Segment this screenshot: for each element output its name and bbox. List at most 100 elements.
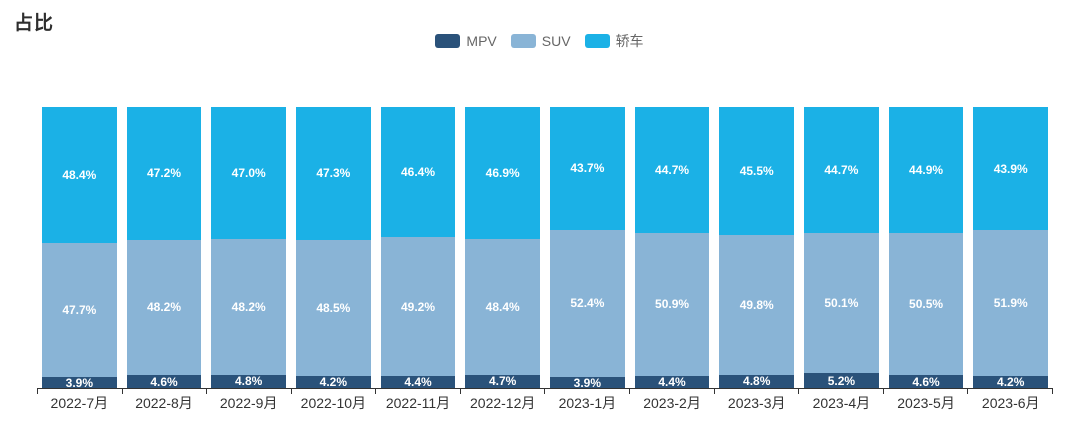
- segment-value-label: 4.8%: [234, 374, 263, 389]
- legend-swatch-icon: [435, 34, 461, 48]
- bar-segment-mpv[interactable]: 5.2%: [804, 373, 879, 388]
- bar-segment-mpv[interactable]: 4.6%: [888, 375, 964, 388]
- bar-segment-sedan[interactable]: 43.9%: [973, 107, 1048, 231]
- bar-segment-sedan[interactable]: 44.7%: [804, 107, 879, 233]
- segment-value-label: 4.2%: [997, 375, 1025, 390]
- segment-value-label: 4.4%: [658, 374, 686, 389]
- bar-group: 47.2% 48.2% 4.6%: [122, 107, 207, 388]
- bar-segment-suv[interactable]: 48.2%: [211, 239, 286, 375]
- bar-segment-mpv[interactable]: 4.4%: [380, 374, 456, 389]
- segment-value-label: 49.2%: [401, 299, 436, 314]
- stacked-bar: 46.4% 49.2% 4.4%: [380, 107, 456, 389]
- stacked-bar: 43.7% 52.4% 3.9%: [550, 107, 625, 390]
- bar-segment-mpv[interactable]: 4.8%: [211, 374, 286, 389]
- bar-segment-mpv[interactable]: 3.9%: [42, 377, 117, 389]
- stacked-bar: 43.9% 51.9% 4.2%: [973, 107, 1048, 388]
- axis-tick: [290, 389, 292, 394]
- segment-value-label: 44.9%: [909, 163, 944, 178]
- x-axis-label: 2022-7月: [50, 395, 109, 411]
- bar-group: 43.9% 51.9% 4.2%: [968, 107, 1053, 388]
- bar-group: 43.7% 52.4% 3.9%: [545, 107, 630, 390]
- segment-value-label: 4.4%: [404, 374, 432, 389]
- axis-tick: [713, 389, 715, 394]
- bar-segment-mpv[interactable]: 4.6%: [126, 375, 202, 388]
- bar-segment-mpv[interactable]: 4.7%: [465, 374, 540, 389]
- bar-segment-sedan[interactable]: 44.9%: [888, 107, 964, 234]
- stacked-bar: 47.3% 48.5% 4.2%: [296, 107, 371, 388]
- bar-segment-sedan[interactable]: 46.9%: [465, 107, 540, 239]
- segment-value-label: 47.0%: [231, 166, 266, 181]
- stacked-bar: 45.5% 49.8% 4.8%: [719, 107, 794, 388]
- bar-segment-mpv[interactable]: 4.2%: [296, 376, 371, 388]
- segment-value-label: 45.5%: [739, 163, 774, 178]
- stacked-bar: 47.2% 48.2% 4.6%: [126, 107, 202, 388]
- segment-value-label: 47.7%: [62, 303, 97, 318]
- bar-segment-sedan[interactable]: 47.0%: [211, 107, 286, 240]
- axis-tick: [206, 389, 208, 394]
- axis-tick: [967, 389, 969, 394]
- page-title: 占比: [14, 13, 55, 34]
- bar-segment-suv[interactable]: 47.7%: [42, 243, 117, 378]
- axis-tick: [375, 389, 377, 394]
- x-axis-label: 2023-1月: [558, 395, 617, 411]
- legend-item-sedan[interactable]: 轿车: [584, 31, 644, 51]
- bar-segment-suv[interactable]: 52.4%: [550, 229, 625, 378]
- bar-segment-suv[interactable]: 48.5%: [296, 239, 371, 377]
- legend-item-suv[interactable]: SUV: [510, 33, 571, 49]
- x-axis-label: 2023-5月: [897, 395, 955, 411]
- bar-segment-suv[interactable]: 50.9%: [634, 232, 710, 376]
- bar-segment-sedan[interactable]: 48.4%: [42, 107, 117, 244]
- x-axis-label: 2023-4月: [812, 395, 871, 411]
- segment-value-label: 4.7%: [489, 374, 517, 389]
- x-axis-label: 2022-8月: [135, 395, 193, 411]
- axis-tick: [459, 389, 461, 394]
- bar-segment-sedan[interactable]: 47.2%: [126, 107, 202, 240]
- bar-segment-mpv[interactable]: 4.2%: [973, 376, 1048, 388]
- bar-segment-sedan[interactable]: 44.7%: [634, 107, 710, 233]
- stacked-bar: 44.7% 50.1% 5.2%: [804, 107, 879, 388]
- x-axis-label: 2023-2月: [643, 395, 701, 411]
- bar-segment-sedan[interactable]: 43.7%: [550, 107, 625, 230]
- x-axis-line: [37, 388, 1053, 394]
- bar-group: 44.9% 50.5% 4.6%: [884, 107, 969, 388]
- stacked-bar: 46.9% 48.4% 4.7%: [465, 107, 540, 388]
- axis-tick: [121, 389, 123, 394]
- plot-area: 48.4% 47.7% 3.9% 47.2% 48.2% 4.6% 47.0% 48.2% 4.…: [37, 107, 1053, 390]
- bar-segment-mpv[interactable]: 4.8%: [719, 374, 794, 388]
- bar-segment-suv[interactable]: 50.5%: [888, 233, 964, 376]
- segment-value-label: 51.9%: [993, 296, 1028, 311]
- segment-value-label: 52.4%: [570, 296, 605, 311]
- bar-segment-suv[interactable]: 50.1%: [804, 232, 879, 374]
- legend-item-mpv[interactable]: MPV: [435, 33, 497, 49]
- segment-value-label: 48.4%: [62, 168, 97, 183]
- bar-segment-mpv[interactable]: 4.4%: [634, 374, 710, 389]
- legend-swatch-icon: [584, 34, 610, 48]
- bar-segment-suv[interactable]: 49.2%: [380, 237, 456, 376]
- segment-value-label: 49.8%: [739, 297, 774, 312]
- bar-group: 44.7% 50.1% 5.2%: [799, 107, 884, 388]
- bar-segment-suv[interactable]: 49.8%: [719, 234, 794, 375]
- segment-value-label: 3.9%: [573, 375, 602, 390]
- bar-group: 47.3% 48.5% 4.2%: [291, 107, 376, 388]
- stacked-bar: 47.0% 48.2% 4.8%: [211, 107, 286, 388]
- bar-segment-sedan[interactable]: 45.5%: [719, 107, 794, 235]
- segment-value-label: 50.5%: [909, 297, 944, 312]
- segment-value-label: 47.2%: [146, 166, 182, 181]
- bar-segment-suv[interactable]: 48.2%: [126, 239, 202, 376]
- stacked-bar: 44.7% 50.9% 4.4%: [634, 107, 710, 389]
- axis-tick: [544, 389, 546, 394]
- x-axis-label: 2023-6月: [981, 395, 1040, 411]
- bar-segment-suv[interactable]: 48.4%: [465, 238, 540, 375]
- bar-segment-sedan[interactable]: 47.3%: [296, 107, 371, 240]
- bar-segment-suv[interactable]: 51.9%: [973, 230, 1048, 377]
- bar-segment-mpv[interactable]: 3.9%: [550, 375, 625, 390]
- axis-tick: [37, 389, 38, 394]
- bar-segment-sedan[interactable]: 46.4%: [380, 107, 456, 238]
- segment-value-label: 48.2%: [231, 299, 266, 314]
- x-axis-ticks: [37, 389, 1053, 394]
- legend-swatch-icon: [510, 34, 536, 48]
- bar-group: 44.7% 50.9% 4.4%: [630, 107, 715, 388]
- segment-value-label: 46.4%: [401, 165, 436, 180]
- segment-value-label: 44.7%: [655, 162, 690, 177]
- x-axis-label: 2022-11月: [385, 395, 451, 411]
